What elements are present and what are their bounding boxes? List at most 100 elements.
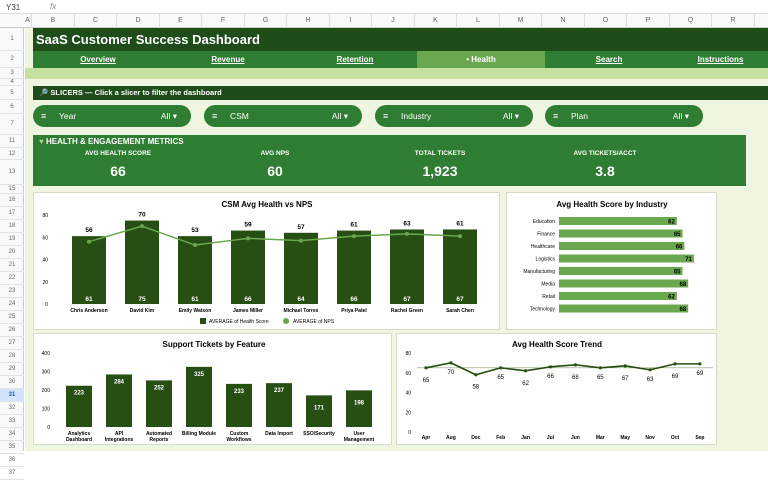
formula-bar: Y31 fx xyxy=(0,0,768,14)
nav-tab-5[interactable]: Instructions xyxy=(673,51,768,68)
slicer-value[interactable]: All ▾ xyxy=(331,111,348,121)
row-header[interactable]: 2 xyxy=(0,51,24,68)
row-header[interactable]: 32 xyxy=(0,402,24,415)
trend-data-label: 68 xyxy=(572,375,579,381)
y-tick-label: 80 xyxy=(42,213,48,219)
row-header[interactable]: 23 xyxy=(0,285,24,298)
nav-tab-3[interactable]: • Health xyxy=(417,51,545,68)
row-header[interactable]: 30 xyxy=(0,376,24,389)
row-header[interactable]: 4 xyxy=(0,79,24,86)
kpi-header: ♥ HEALTH & ENGAGEMENT METRICS xyxy=(39,137,184,146)
row-header[interactable]: 15 xyxy=(0,185,24,194)
column-header[interactable]: G xyxy=(245,14,287,28)
row-header[interactable]: 25 xyxy=(0,311,24,324)
row-header[interactable]: 16 xyxy=(0,194,24,207)
row-header[interactable]: 22 xyxy=(0,272,24,285)
slicer-value[interactable]: All ▾ xyxy=(160,111,177,121)
row-header[interactable]: 20 xyxy=(0,246,24,259)
trend-point xyxy=(424,366,428,370)
column-header[interactable]: N xyxy=(542,14,585,28)
column-header[interactable]: E xyxy=(160,14,202,28)
bar-data-label: 62 xyxy=(668,220,675,226)
row-header[interactable]: 7 xyxy=(0,114,24,135)
column-header[interactable]: I xyxy=(330,14,372,28)
row-header[interactable]: 34 xyxy=(0,428,24,441)
nav-tab-1[interactable]: Revenue xyxy=(163,51,293,68)
x-tick-label: Dashboard xyxy=(66,437,92,443)
slicer-value[interactable]: All ▾ xyxy=(502,111,519,121)
row-header[interactable]: 6 xyxy=(0,100,24,114)
bar-data-label: 171 xyxy=(314,405,325,411)
column-header[interactable]: F xyxy=(202,14,245,28)
row-header[interactable]: 24 xyxy=(0,298,24,311)
trend-data-label: 65 xyxy=(597,375,604,381)
trend-data-label: 63 xyxy=(647,377,654,383)
x-tick-label: Jun xyxy=(571,435,580,441)
kpi-value: 60 xyxy=(267,163,283,179)
row-header[interactable]: 11 xyxy=(0,135,24,148)
row-header[interactable]: 19 xyxy=(0,233,24,246)
nav-tab-0[interactable]: Overview xyxy=(33,51,163,68)
y-tick-label: Logistics xyxy=(536,257,556,263)
column-header[interactable]: C xyxy=(75,14,117,28)
name-box[interactable]: Y31 xyxy=(6,3,21,12)
row-header[interactable]: 3 xyxy=(0,68,24,79)
y-tick-label: Technology xyxy=(530,307,556,313)
y-tick-label: Media xyxy=(541,282,555,288)
column-header[interactable]: M xyxy=(500,14,542,28)
row-header[interactable]: 37 xyxy=(0,467,24,480)
column-header[interactable]: A xyxy=(24,14,32,28)
x-tick-label: Chris Anderson xyxy=(70,308,107,314)
x-tick-label: Dec xyxy=(471,435,480,441)
row-header[interactable]: 33 xyxy=(0,415,24,428)
trend-point xyxy=(623,364,627,368)
row-header[interactable]: 1 xyxy=(0,28,24,51)
slicer-industry[interactable]: ≡ Industry All ▾ xyxy=(375,105,533,127)
row-header[interactable]: 29 xyxy=(0,363,24,376)
bar-data-label: 67 xyxy=(456,296,464,303)
row-header[interactable]: 35 xyxy=(0,441,24,454)
bar xyxy=(226,383,252,427)
row-header[interactable]: 12 xyxy=(0,148,24,160)
row-header[interactable]: 5 xyxy=(0,86,24,100)
column-header[interactable]: Q xyxy=(670,14,712,28)
column-header[interactable]: P xyxy=(627,14,670,28)
row-header[interactable]: 21 xyxy=(0,259,24,272)
column-header[interactable]: L xyxy=(457,14,500,28)
row-header[interactable]: 13 xyxy=(0,160,24,185)
y-tick-label: 40 xyxy=(42,258,48,264)
column-header[interactable]: O xyxy=(585,14,627,28)
row-header[interactable]: 26 xyxy=(0,324,24,337)
column-header[interactable]: H xyxy=(287,14,330,28)
bar-data-label: 62 xyxy=(668,295,675,301)
row-header[interactable]: 18 xyxy=(0,220,24,233)
x-tick-label: Mar xyxy=(596,435,605,441)
row-header[interactable]: 17 xyxy=(0,207,24,220)
kpi-card: AVG HEALTH SCORE 66 xyxy=(33,150,203,179)
row-header[interactable]: 31 xyxy=(0,389,24,402)
row-header[interactable]: 28 xyxy=(0,350,24,363)
row-header[interactable]: 36 xyxy=(0,454,24,467)
row-header[interactable]: 27 xyxy=(0,337,24,350)
bar xyxy=(125,220,159,304)
slicer-year[interactable]: ≡ Year All ▾ xyxy=(33,105,191,127)
nps-data-label: 61 xyxy=(456,220,464,227)
column-header[interactable]: K xyxy=(415,14,457,28)
slicer-csm[interactable]: ≡ CSM All ▾ xyxy=(204,105,362,127)
y-tick-label: Healthcare xyxy=(531,244,555,250)
slicer-value[interactable]: All ▾ xyxy=(672,111,689,121)
column-header[interactable]: B xyxy=(32,14,75,28)
column-header[interactable]: R xyxy=(712,14,755,28)
y-tick-label: Education xyxy=(533,219,555,225)
nav-tab-4[interactable]: Search xyxy=(545,51,673,68)
y-tick-label: 0 xyxy=(47,425,50,431)
column-header[interactable]: D xyxy=(117,14,160,28)
x-tick-label: Priya Patel xyxy=(341,308,367,314)
bar xyxy=(106,374,132,427)
column-header[interactable]: J xyxy=(372,14,415,28)
nav-tab-2[interactable]: Retention xyxy=(293,51,417,68)
trend-chart: Avg Health Score Trend 0 20 40 60 80 65 Apr 70 Au… xyxy=(396,333,717,445)
legend-swatch-health xyxy=(200,318,206,324)
trend-point xyxy=(449,361,453,365)
slicer-plan[interactable]: ≡ Plan All ▾ xyxy=(545,105,703,127)
